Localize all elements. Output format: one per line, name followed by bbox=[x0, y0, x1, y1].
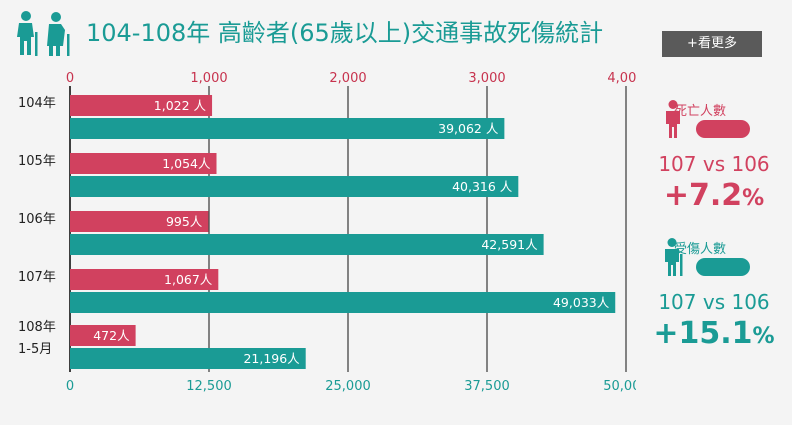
death-bar bbox=[70, 211, 209, 232]
death-bar bbox=[70, 269, 219, 290]
data-label: 42,591人 bbox=[481, 237, 538, 252]
injury-pill bbox=[696, 258, 750, 276]
data-label: 40,316 人 bbox=[452, 179, 513, 194]
data-label: 995人 bbox=[166, 214, 203, 229]
data-label: 1,067人 bbox=[164, 272, 213, 287]
data-label: 39,062 人 bbox=[438, 121, 499, 136]
death-pill bbox=[696, 120, 750, 138]
top-axis-tick-label: 0 bbox=[66, 71, 74, 86]
death-bar bbox=[70, 95, 213, 116]
death-percent: +7.2% bbox=[663, 178, 765, 213]
page-title: 104-108年 高齡者(65歲以上)交通事故死傷統計 bbox=[86, 19, 604, 47]
injury-compare: 107 vs 106 bbox=[658, 290, 770, 314]
category-label: 105年 bbox=[18, 154, 56, 169]
elderly-couple-icon bbox=[17, 11, 70, 56]
top-axis-tick-label: 4,000 bbox=[607, 71, 636, 86]
bottom-axis-tick-label: 0 bbox=[66, 379, 74, 392]
data-label: 1,022 人 bbox=[154, 98, 207, 113]
person-icon bbox=[666, 100, 680, 138]
category-label: 107年 bbox=[18, 270, 56, 285]
death-stat-label: 死亡人數 bbox=[674, 104, 727, 119]
top-axis-tick-label: 2,000 bbox=[329, 71, 366, 86]
bottom-axis-tick-label: 37,500 bbox=[464, 379, 510, 392]
injury-bar bbox=[70, 292, 616, 313]
category-label: 108年 bbox=[18, 320, 56, 335]
injury-bar bbox=[70, 118, 505, 139]
bottom-axis-tick-label: 25,000 bbox=[325, 379, 371, 392]
top-axis-tick-label: 3,000 bbox=[468, 71, 505, 86]
injury-stat-label: 受傷人數 bbox=[674, 242, 727, 257]
data-label: 21,196人 bbox=[243, 351, 300, 366]
category-label: 104年 bbox=[18, 96, 56, 111]
data-label: 1,054人 bbox=[162, 156, 211, 171]
data-label: 49,033人 bbox=[553, 295, 610, 310]
death-bar bbox=[70, 153, 217, 174]
injury-bar bbox=[70, 176, 519, 197]
injury-bar bbox=[70, 348, 306, 369]
see-more-button[interactable]: +看更多 bbox=[662, 31, 762, 57]
category-label: 106年 bbox=[18, 212, 56, 227]
data-label: 472人 bbox=[93, 328, 130, 343]
bottom-axis-tick-label: 12,500 bbox=[186, 379, 232, 392]
top-axis-tick-label: 1,000 bbox=[190, 71, 227, 86]
death-bar bbox=[70, 325, 136, 346]
category-label: 1-5月 bbox=[18, 342, 52, 357]
injured-person-icon bbox=[665, 238, 683, 276]
bar-chart: 0 1,000 2,000 3,000 4,000 0 12,500 25,000 37,500… bbox=[18, 71, 636, 392]
injury-bar bbox=[70, 234, 544, 255]
header: 104-108年 高齡者(65歲以上)交通事故死傷統計 +看更多 bbox=[0, 0, 792, 62]
bottom-axis-tick-label: 50,000 bbox=[603, 379, 636, 392]
death-compare: 107 vs 106 bbox=[658, 152, 770, 176]
injury-percent: +15.1% bbox=[653, 316, 775, 351]
